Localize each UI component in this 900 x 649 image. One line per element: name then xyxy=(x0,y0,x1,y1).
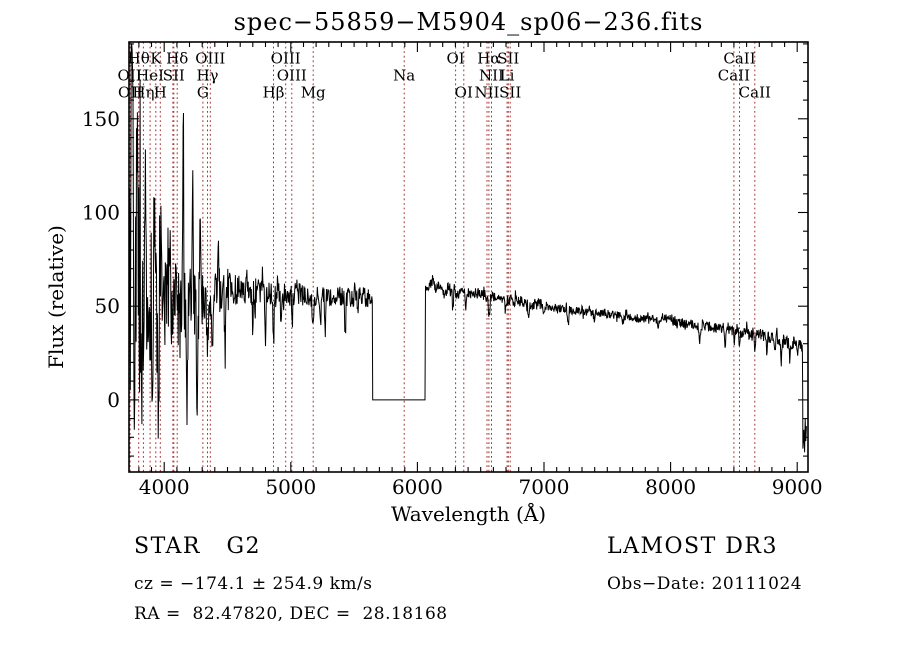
y-tick-labels: 0 50 100 150 xyxy=(82,107,120,412)
y-tick-label: 100 xyxy=(82,201,120,225)
spectral-line-label: Li xyxy=(500,67,515,85)
x-tick-label: 7000 xyxy=(519,475,570,499)
spectral-line-label: Hβ xyxy=(263,84,285,102)
x-tick-label: 6000 xyxy=(392,475,443,499)
spectral-line-label: NII xyxy=(479,67,504,85)
x-tick-label: 4000 xyxy=(139,475,190,499)
x-tick-label: 8000 xyxy=(645,475,696,499)
spectral-line-label: OIII xyxy=(277,67,307,85)
spectral-line-label: Hγ xyxy=(196,67,218,85)
spectral-line-label: CaII xyxy=(723,50,755,68)
spectral-line-label: OII xyxy=(118,67,142,85)
spectral-line-label: OI xyxy=(446,50,464,68)
spectral-line-label: SII xyxy=(497,50,519,68)
y-axis-title: Flux (relative) xyxy=(44,225,68,369)
axis-ticks xyxy=(129,42,808,472)
spectral-line-label: OII xyxy=(118,84,142,102)
spectral-line-label: OIII xyxy=(271,50,301,68)
y-tick-label: 150 xyxy=(82,107,120,131)
spectral-line-markers xyxy=(129,42,756,472)
spectral-line-label: G xyxy=(197,84,209,102)
spectral-line-label: NII xyxy=(475,84,500,102)
spectral-line-label: Mg xyxy=(301,84,326,102)
spectral-line-label: Hα xyxy=(477,50,500,68)
x-tick-label: 9000 xyxy=(772,475,823,499)
spectral-line-label: SII xyxy=(163,67,185,85)
spectral-line-label: Na xyxy=(393,67,415,85)
plot-title: spec−55859−M5904_sp06−236.fits xyxy=(233,8,704,36)
spectrum-trace xyxy=(129,43,807,453)
classification-label: STAR G2 xyxy=(134,534,262,559)
plot-border xyxy=(128,41,809,473)
spectral-line-label: CaII xyxy=(739,84,771,102)
cz-value: cz = −174.1 ± 254.9 km/s xyxy=(134,574,373,594)
spectral-line-labels: OIIOIIHθHηHeIKHSIIHδGHγOIIIHβOIIIOIIIMgN… xyxy=(118,50,771,102)
y-tick-label: 0 xyxy=(107,388,120,412)
spectral-line-label: HeI xyxy=(136,67,164,85)
spectral-line-label: CaII xyxy=(718,67,750,85)
x-tick-label: 5000 xyxy=(265,475,316,499)
obs-date: Obs−Date: 20111024 xyxy=(607,574,803,594)
survey-label: LAMOST DR3 xyxy=(607,534,778,559)
spectral-line-label: K xyxy=(150,50,162,68)
y-tick-label: 50 xyxy=(95,294,120,318)
spectral-line-label: Hδ xyxy=(166,50,188,68)
spectral-line-label: OIII xyxy=(195,50,225,68)
spectral-line-label: Hθ xyxy=(128,50,150,68)
spectral-line-label: Hη xyxy=(132,84,154,102)
ra-dec-value: RA = 82.47820, DEC = 28.18168 xyxy=(134,604,448,624)
x-axis-title: Wavelength (Å) xyxy=(390,502,547,526)
x-tick-labels: 4000 5000 6000 7000 8000 9000 xyxy=(139,475,823,499)
spectral-line-label: OI xyxy=(455,84,473,102)
spectral-line-label: SII xyxy=(499,84,521,102)
spectral-line-label: H xyxy=(154,84,167,102)
